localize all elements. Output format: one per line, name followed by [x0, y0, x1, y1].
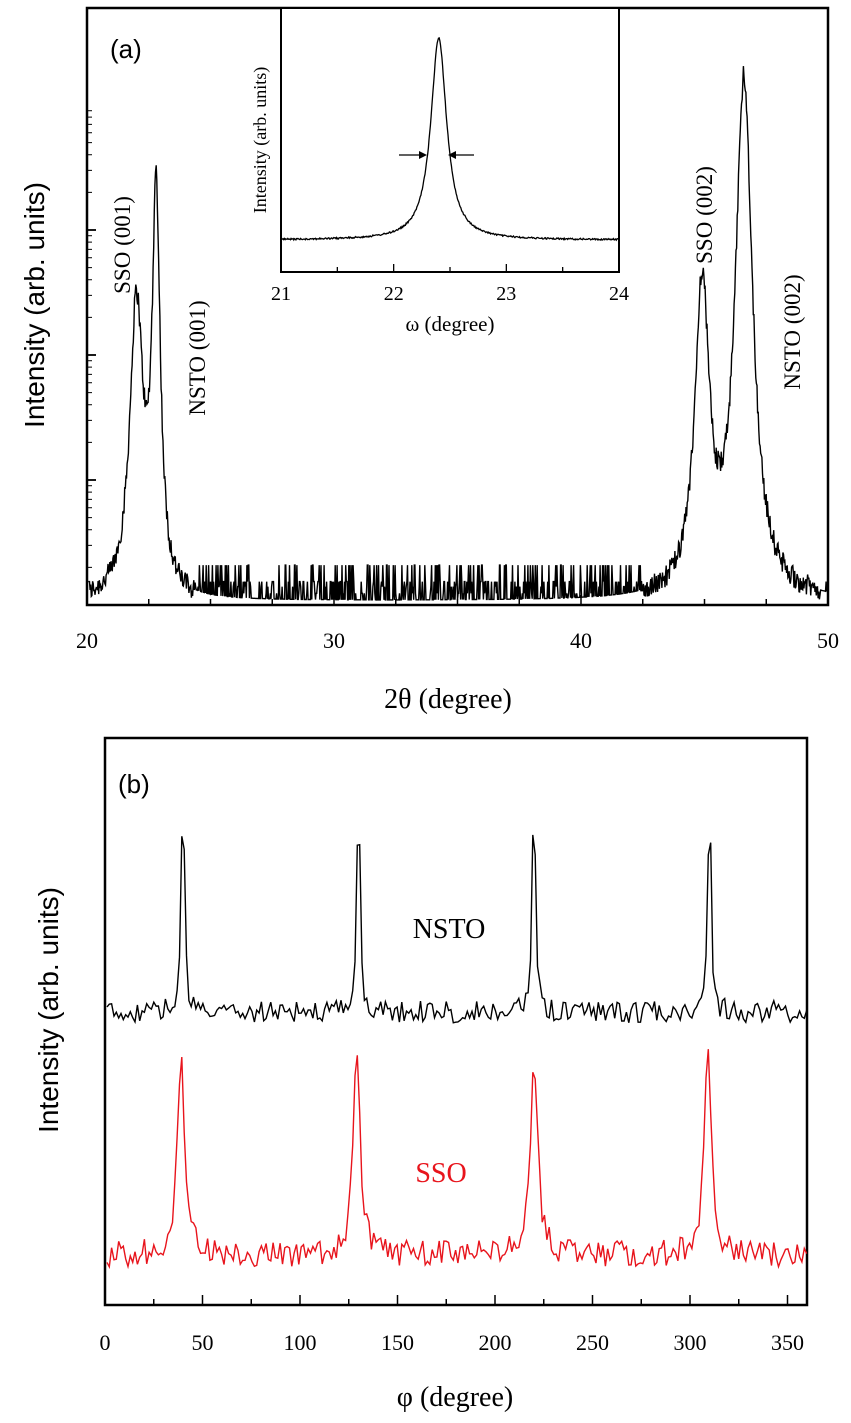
series-nsto-line: [106, 834, 808, 1025]
a-xtick-label-40: 40: [570, 628, 592, 653]
panel-a-trace: [88, 66, 828, 601]
panel-a-x-ticks: [86, 595, 829, 605]
panel-a-y-ticks: [87, 110, 96, 606]
a-x-axis-label: 2θ (degree): [384, 684, 512, 715]
panel-b-frame: [103, 736, 809, 1307]
inset-xtick-label-22: 22: [384, 283, 404, 305]
a-xtick-label-50: 50: [817, 628, 839, 653]
panel-b-label: (b): [118, 769, 150, 799]
fwhm-arrow-right-head: [448, 151, 456, 159]
a-xtick-label-20: 20: [76, 628, 98, 653]
panel-b: 0 50 100 150 200 250 300 350 φ (degree) …: [33, 736, 809, 1413]
panel-b-x-ticks: [104, 1295, 789, 1305]
legend-nsto: NSTO: [413, 914, 486, 945]
annotation-nsto-002: NSTO (002): [780, 274, 805, 389]
b-xtick-label-200: 200: [479, 1330, 512, 1355]
b-xtick-label-0: 0: [100, 1330, 111, 1355]
inset-x-ticks: [280, 264, 620, 272]
inset: 21 22 23 24 ω (degree) Intensity (arb. u…: [250, 7, 629, 336]
inset-xtick-label-24: 24: [609, 283, 629, 305]
inset-xtick-label-23: 23: [496, 283, 516, 305]
panel-a-label: (a): [110, 34, 142, 64]
inset-trace: [280, 36, 619, 242]
legend-sso: SSO: [415, 1158, 466, 1189]
b-xtick-label-150: 150: [381, 1330, 414, 1355]
b-xtick-label-100: 100: [284, 1330, 317, 1355]
b-x-axis-label: φ (degree): [397, 1382, 513, 1413]
a-xtick-label-30: 30: [323, 628, 345, 653]
b-xtick-label-350: 350: [771, 1330, 804, 1355]
b-xtick-label-300: 300: [674, 1330, 707, 1355]
b-xtick-label-50: 50: [192, 1330, 214, 1355]
a-y-axis-label: Intensity (arb. units): [19, 182, 50, 428]
annotation-nsto-001: NSTO (001): [185, 300, 210, 415]
series-sso-line: [106, 1049, 808, 1270]
b-xtick-label-250: 250: [576, 1330, 609, 1355]
panel-a: 20 30 40 50 2θ (degree) Intensity (arb. …: [19, 6, 839, 715]
inset-frame: [280, 7, 620, 273]
annotation-sso-002: SSO (002): [692, 166, 717, 264]
fwhm-arrow-left-head: [419, 151, 427, 159]
b-y-axis-label: Intensity (arb. units): [33, 887, 64, 1133]
inset-xtick-label-21: 21: [271, 283, 291, 305]
annotation-sso-001: SSO (001): [110, 196, 135, 294]
inset-x-axis-label: ω (degree): [405, 312, 494, 336]
inset-y-axis-label: Intensity (arb. units): [250, 67, 271, 213]
